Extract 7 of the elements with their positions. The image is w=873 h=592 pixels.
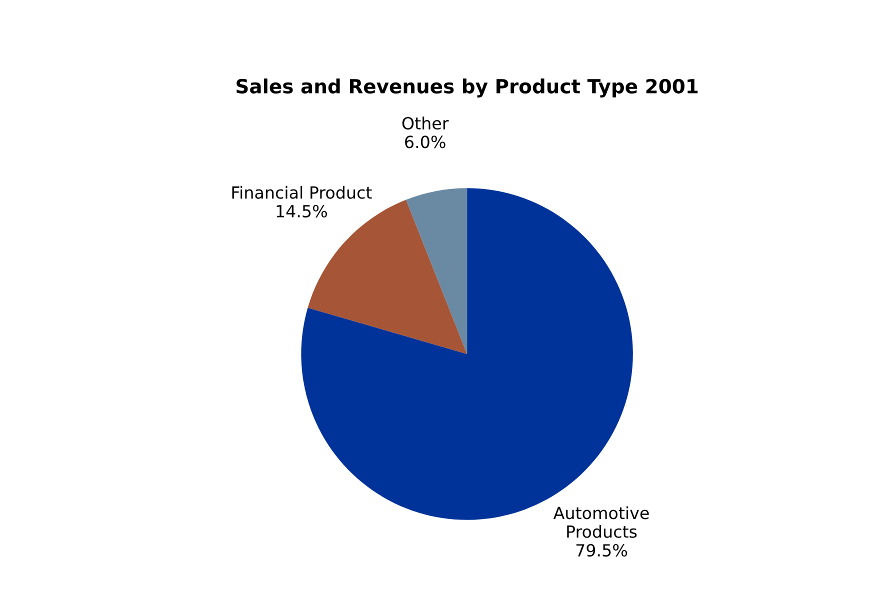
slice-label: Financial Product: [232, 186, 372, 199]
slice-label: Other: [402, 116, 449, 130]
data-label: 6.0%: [405, 136, 446, 148]
chart-title: Sales and Revenues by Product Type 2001: [236, 78, 698, 98]
data-label: 79.5%: [576, 544, 628, 557]
data-label: 14.5%: [276, 204, 327, 218]
slice-label: Automotive Products: [553, 506, 649, 538]
